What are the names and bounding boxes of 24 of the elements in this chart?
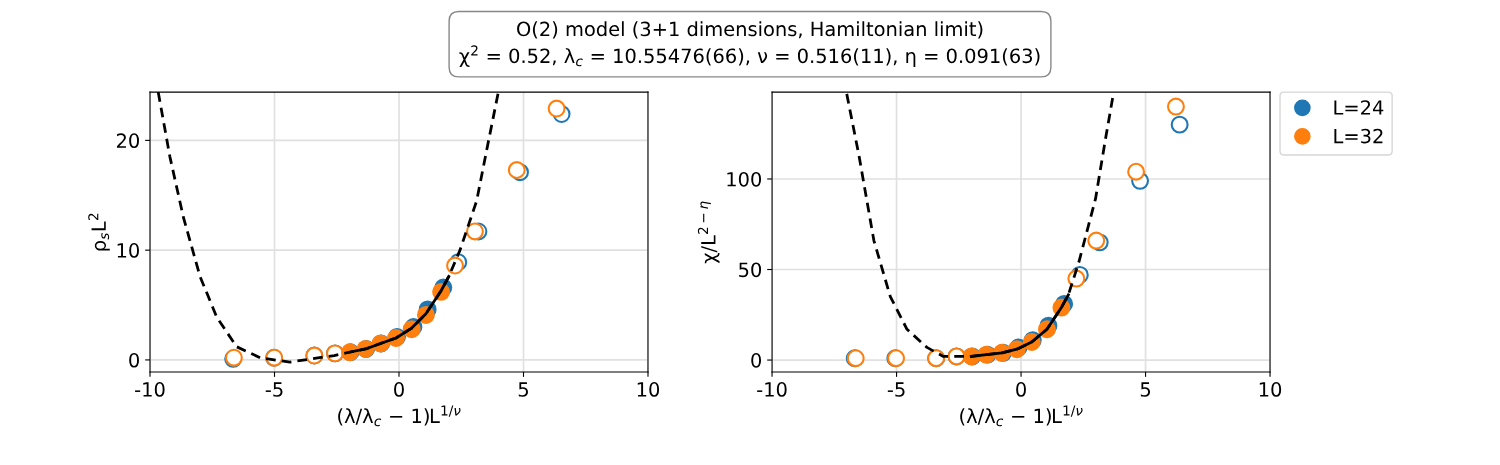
x-tick-label: -5 — [265, 382, 283, 397]
y-tick-label: 20 — [116, 133, 139, 149]
text: O(2) model (3+1 dimensions, Hamiltonian limit) — [517, 21, 983, 39]
x-tick-label: 10 — [1259, 382, 1282, 397]
x-tick-label: 10 — [637, 382, 660, 397]
y-tick-label: 10 — [117, 243, 139, 258]
y-tick-label: 0 — [751, 353, 762, 368]
x-tick-label: -10 — [135, 382, 165, 397]
legend-label: L=32 — [1334, 128, 1383, 144]
legend-label: L=24 — [1334, 100, 1384, 115]
x-tick-label: 0 — [1016, 382, 1026, 397]
x-axis-title: (λ/λ$_{c}$ − 1)L$^{1/ν}$ — [960, 405, 1083, 427]
x-tick-label: 5 — [1140, 382, 1151, 397]
text: χ$^{2}$ = 0.52, λ$_{c}$ = 10.55476(66), ν = 0.516(11), η = 0.091(63) — [459, 45, 1040, 67]
y-tick-label: 0 — [129, 352, 139, 368]
y-axis-title: χ/L$^{2−η}$ — [697, 201, 720, 264]
y-axis-title: ρ$_{s}$L$^{2}$ — [88, 213, 110, 251]
x-tick-label: 5 — [518, 382, 528, 397]
x-tick-label: -5 — [887, 382, 905, 397]
y-tick-label: 50 — [739, 262, 762, 278]
x-tick-label: 0 — [394, 382, 404, 397]
x-tick-label: -10 — [757, 382, 787, 397]
y-tick-label: 100 — [727, 171, 762, 187]
x-axis-title: (λ/λ$_{c}$ − 1)L$^{1/ν}$ — [338, 405, 461, 427]
